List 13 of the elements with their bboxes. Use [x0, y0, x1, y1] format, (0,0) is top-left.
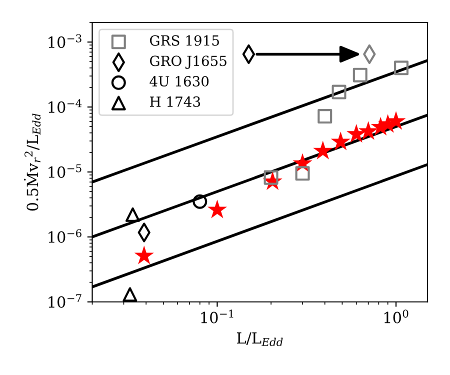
y-axis-title: 0.5Ṁv$_{r}$$^{2}$/L$_{Edd}$	[24, 114, 41, 211]
x-axis-title: L/L$_{Edd}$	[236, 332, 283, 346]
y-tick-label: 10$^{−4}$	[48, 99, 82, 113]
x-tick-label: 10$^{−1}$	[201, 310, 234, 324]
y-tick-label: 10$^{−7}$	[48, 294, 82, 308]
y-tick-label: 10$^{−3}$	[48, 34, 82, 48]
legend-label: H 1743	[150, 96, 200, 107]
y-tick-label: 10$^{−5}$	[48, 164, 82, 178]
x-tick-label: 10$^{0}$	[384, 310, 408, 324]
legend-label: 4U 1630	[150, 76, 209, 87]
legend-label: GRO J1655	[150, 56, 226, 69]
y-tick-label: 10$^{−6}$	[48, 229, 82, 243]
legend-label: GRS 1915	[150, 35, 219, 46]
